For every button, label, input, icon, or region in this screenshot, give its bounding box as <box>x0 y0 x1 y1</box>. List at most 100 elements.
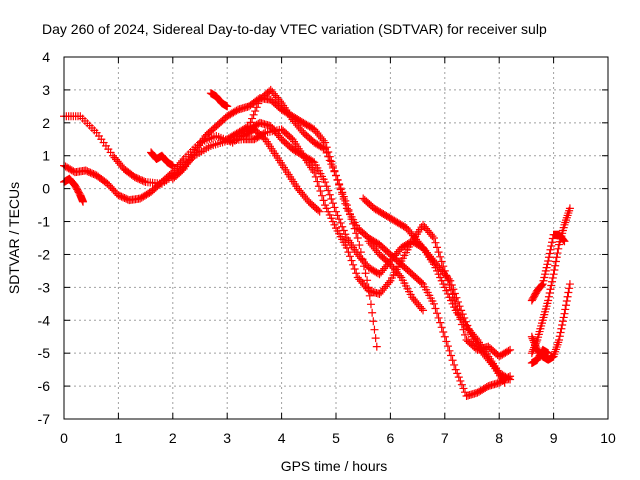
data-point <box>339 192 348 201</box>
data-point <box>436 318 445 327</box>
data-point <box>528 334 537 343</box>
y-tick-label: -3 <box>38 279 51 295</box>
data-point <box>565 204 574 213</box>
series-track-e <box>239 125 324 216</box>
data-point <box>436 252 445 261</box>
data-point <box>372 342 381 351</box>
data-point <box>369 317 378 326</box>
data-point <box>429 234 438 242</box>
data-point <box>442 286 451 295</box>
data-point <box>531 339 540 348</box>
data-point <box>488 360 497 369</box>
data-point <box>548 277 557 286</box>
data-point <box>344 248 353 257</box>
x-axis-label: GPS time / hours <box>281 458 388 474</box>
data-point <box>459 384 468 393</box>
series-track-l <box>147 148 177 170</box>
data-point <box>168 161 177 170</box>
data-point <box>313 177 322 186</box>
data-point <box>563 292 572 301</box>
data-point <box>555 336 564 345</box>
data-point <box>417 278 426 287</box>
data-point <box>463 321 472 330</box>
data-point <box>451 365 460 374</box>
data-point <box>332 171 340 180</box>
data-point <box>500 378 509 387</box>
data-point <box>361 269 370 278</box>
x-tick-label: 6 <box>387 430 395 446</box>
y-tick-label: 0 <box>42 181 50 197</box>
data-point <box>455 302 464 311</box>
data-point <box>545 249 554 258</box>
data-point <box>466 328 475 337</box>
data-point <box>540 273 549 282</box>
data-point <box>251 107 260 116</box>
data-series <box>60 85 574 400</box>
data-point <box>355 241 364 250</box>
x-tick-label: 5 <box>332 430 340 446</box>
data-point <box>454 373 463 382</box>
y-tick-labels: -7 -6 -5 -4 -3 -2 -1 0 1 2 3 4 <box>38 49 51 427</box>
data-point <box>437 276 446 285</box>
x-tick-label: 9 <box>550 430 558 446</box>
data-point <box>461 317 470 326</box>
data-point <box>448 299 457 308</box>
data-point <box>562 301 571 310</box>
data-point <box>549 270 558 279</box>
data-point <box>336 184 345 193</box>
data-point <box>433 309 442 318</box>
data-point <box>431 304 440 313</box>
data-point <box>324 186 333 195</box>
data-point <box>544 257 553 266</box>
data-point <box>321 201 330 210</box>
data-point <box>445 346 454 355</box>
data-point <box>544 292 553 301</box>
data-point <box>547 281 556 290</box>
data-point <box>395 271 404 280</box>
x-tick-labels: 0 1 2 3 4 5 6 7 8 9 10 <box>60 430 616 446</box>
data-point <box>530 343 539 352</box>
data-point <box>450 303 459 312</box>
data-point <box>322 204 331 213</box>
data-point <box>319 136 328 145</box>
data-point <box>548 273 557 282</box>
data-point <box>428 232 437 241</box>
data-point <box>547 241 556 250</box>
data-point <box>349 260 358 269</box>
data-point <box>447 296 456 305</box>
y-tick-label: -7 <box>38 411 51 427</box>
data-point <box>243 123 252 132</box>
data-point <box>246 118 255 127</box>
data-point <box>338 188 347 197</box>
data-point <box>551 257 560 266</box>
data-point <box>276 97 285 106</box>
data-point <box>559 313 568 322</box>
data-point <box>345 210 354 219</box>
y-tick-label: 2 <box>42 115 50 131</box>
data-point <box>223 102 232 111</box>
grid <box>64 57 608 419</box>
data-point <box>447 281 456 290</box>
data-point <box>558 320 567 329</box>
data-point <box>539 276 548 285</box>
data-point <box>333 211 342 220</box>
data-point <box>356 248 365 257</box>
data-point <box>544 349 553 358</box>
data-point <box>344 205 353 214</box>
data-point <box>324 152 333 161</box>
data-point <box>325 210 334 219</box>
data-point <box>565 284 574 293</box>
data-point <box>565 280 574 289</box>
data-point <box>546 285 555 294</box>
y-tick-label: -6 <box>38 378 51 394</box>
y-tick-label: 1 <box>42 148 50 164</box>
data-point <box>341 196 350 205</box>
data-point <box>330 220 339 229</box>
data-point <box>431 238 440 247</box>
data-point <box>437 257 446 266</box>
series-track-g <box>364 237 428 315</box>
data-point <box>330 203 339 212</box>
data-point <box>325 190 334 199</box>
data-point <box>319 196 328 205</box>
